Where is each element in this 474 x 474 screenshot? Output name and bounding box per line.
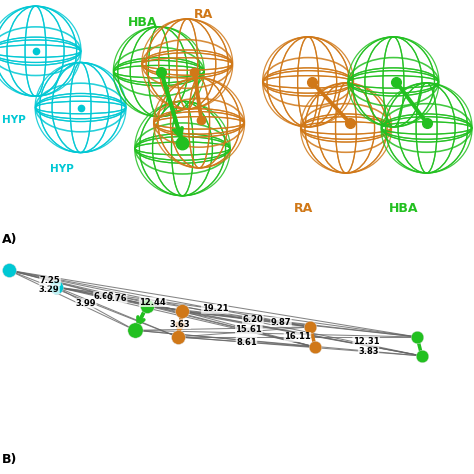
Text: 12.44: 12.44 (139, 298, 166, 307)
Text: 7.25: 7.25 (40, 276, 60, 285)
Text: 8.61: 8.61 (236, 337, 257, 346)
Text: HBA: HBA (389, 202, 418, 216)
Text: 9.76: 9.76 (106, 294, 127, 303)
Text: 15.61: 15.61 (236, 325, 262, 334)
Text: 3.99: 3.99 (76, 299, 96, 308)
Text: B): B) (2, 453, 18, 466)
Text: 3.83: 3.83 (358, 347, 379, 356)
Text: HBA: HBA (128, 16, 157, 28)
Text: RA: RA (294, 202, 313, 216)
Text: A): A) (2, 233, 18, 246)
Text: RA: RA (194, 8, 214, 21)
Text: 6.68: 6.68 (94, 292, 114, 301)
Text: HYP: HYP (2, 115, 26, 125)
Text: 16.11: 16.11 (284, 332, 311, 341)
Text: 3.29: 3.29 (39, 285, 59, 294)
Text: HYP: HYP (50, 164, 73, 174)
Text: 3.63: 3.63 (170, 319, 191, 328)
Text: 6.20: 6.20 (243, 316, 263, 324)
Text: 19.21: 19.21 (201, 304, 228, 313)
Text: 9.87: 9.87 (271, 318, 292, 327)
Text: 12.31: 12.31 (353, 337, 380, 346)
